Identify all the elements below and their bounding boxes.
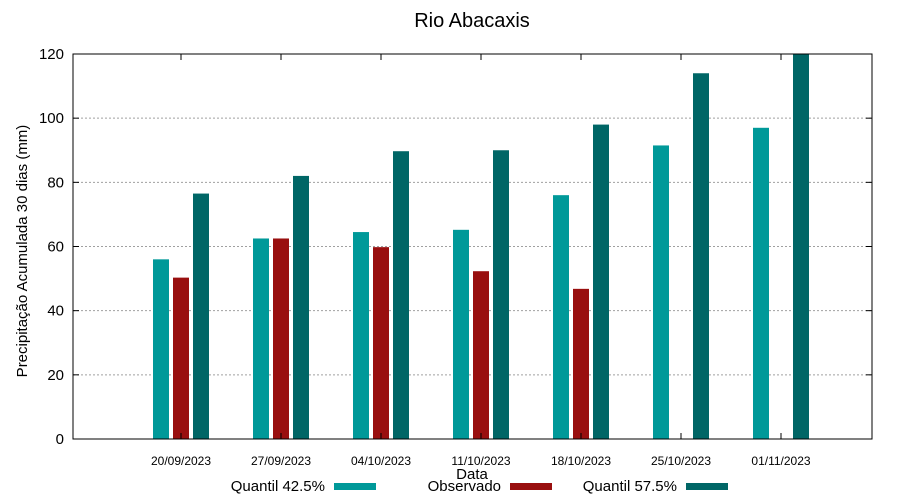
legend: Quantil 42.5% Observado Quantil 57.5% (231, 478, 728, 495)
legend-swatch (334, 483, 376, 490)
bar (193, 193, 209, 439)
bar (653, 145, 669, 439)
bar (153, 259, 169, 439)
bar (493, 150, 509, 439)
bar (393, 151, 409, 439)
y-tick-label: 0 (56, 431, 64, 448)
bar (253, 238, 269, 439)
grid-layer (73, 117, 872, 376)
y-axis-label: Precipitação Acumulada 30 dias (mm) (14, 125, 31, 378)
plot-frame (72, 53, 873, 440)
bar (793, 54, 809, 439)
bar (753, 127, 769, 440)
y-tick-label: 20 (47, 367, 64, 384)
legend-label: Quantil 57.5% (583, 478, 677, 495)
bar (273, 238, 289, 439)
y-tick-label: 60 (47, 239, 64, 256)
x-tick-label: 11/10/2023 (451, 454, 510, 468)
bar (593, 124, 609, 439)
y-tick-label: 100 (39, 110, 64, 127)
x-tick-label: 20/09/2023 (151, 454, 211, 468)
bar (373, 247, 389, 439)
bar (293, 175, 309, 439)
bar (473, 271, 489, 439)
x-tick-label: 04/10/2023 (351, 454, 411, 468)
legend-swatch (686, 483, 728, 490)
bars-layer (153, 54, 809, 440)
bar (573, 288, 589, 439)
y-tick-label: 40 (47, 303, 64, 320)
legend-swatch (510, 483, 552, 490)
y-tick-label: 80 (47, 174, 64, 191)
x-axis-label: Data (456, 466, 488, 483)
legend-label: Observado (428, 478, 501, 495)
x-tick-label: 18/10/2023 (551, 454, 611, 468)
bar (693, 73, 709, 439)
y-tick-label: 120 (39, 46, 64, 63)
x-tick-label: 01/11/2023 (751, 454, 810, 468)
x-tick-label: 25/10/2023 (651, 454, 711, 468)
x-tick-label: 27/09/2023 (251, 454, 311, 468)
bar (553, 195, 569, 439)
bar (453, 229, 469, 439)
ticks-layer: 0 20 40 60 80 100 120 20/09/2023 27/09/2023 04/10… (39, 46, 872, 468)
bar (353, 232, 369, 439)
legend-label: Quantil 42.5% (231, 478, 325, 495)
chart-title: Rio Abacaxis (414, 10, 530, 32)
bar (173, 277, 189, 439)
